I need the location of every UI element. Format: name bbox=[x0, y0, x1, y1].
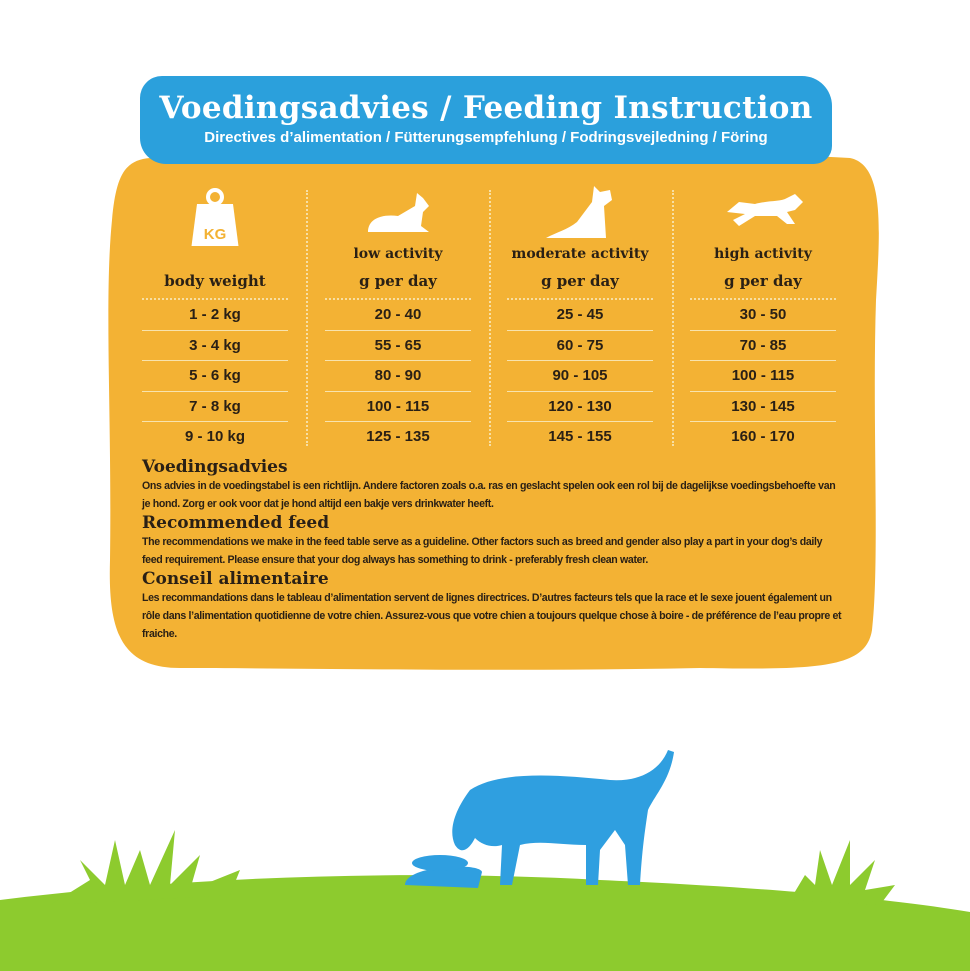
column-body-weight: KG body weight 1 - 2 kg 3 - 4 kg 5 - 6 k… bbox=[142, 186, 288, 452]
column-divider bbox=[306, 190, 308, 446]
table-cell: 60 - 75 bbox=[507, 331, 653, 361]
column-subheader: g per day bbox=[507, 272, 653, 300]
column-subheader: g per day bbox=[325, 272, 471, 300]
table-cell: 25 - 45 bbox=[507, 300, 653, 331]
table-cell: 55 - 65 bbox=[325, 331, 471, 361]
food-bowl-icon bbox=[405, 866, 482, 888]
table-cell: 3 - 4 kg bbox=[142, 331, 288, 361]
page-subtitle: Directives d’alimentation / Fütterungsem… bbox=[204, 129, 768, 146]
section-heading-dutch: Voedingsadvies bbox=[142, 457, 288, 477]
grass-tuft-right bbox=[790, 840, 895, 905]
running-dog-icon bbox=[690, 186, 836, 236]
section-body-english: The recommendations we make in the feed … bbox=[142, 536, 823, 566]
table-cell: 9 - 10 kg bbox=[184, 428, 246, 445]
kg-label: KG bbox=[204, 226, 227, 243]
dog-eating-icon bbox=[405, 750, 674, 888]
column-divider bbox=[672, 190, 674, 446]
column-subheader: body weight bbox=[142, 272, 288, 300]
table-cell: 100 - 115 bbox=[690, 361, 836, 392]
sitting-dog-icon bbox=[507, 186, 653, 238]
table-cell: 125 - 135 bbox=[366, 428, 430, 445]
table-cell: 160 - 170 bbox=[731, 428, 795, 445]
title-banner: Voedingsadvies / Feeding Instruction Dir… bbox=[140, 76, 832, 164]
column-divider bbox=[489, 190, 491, 446]
table-cell: 145 - 155 bbox=[548, 428, 612, 445]
table-cell: 5 - 6 kg bbox=[142, 361, 288, 392]
page-title: Voedingsadvies / Feeding Instruction bbox=[159, 90, 813, 126]
grass-tuft-left bbox=[50, 830, 240, 905]
table-cell: 70 - 85 bbox=[690, 331, 836, 361]
column-header: high activity bbox=[714, 246, 812, 262]
column-header: moderate activity bbox=[511, 246, 649, 262]
column-header: low activity bbox=[353, 246, 443, 262]
table-cell: 80 - 90 bbox=[325, 361, 471, 392]
column-header bbox=[142, 246, 288, 264]
section-body-dutch: Ons advies in de voedingstabel is een ri… bbox=[142, 480, 836, 510]
kg-weight-icon: KG bbox=[142, 186, 288, 246]
table-cell: 130 - 145 bbox=[690, 392, 836, 422]
section-heading-english: Recommended feed bbox=[142, 513, 330, 533]
table-cell: 7 - 8 kg bbox=[142, 392, 288, 422]
section-body-french: Les recommandations dans le tableau d’al… bbox=[142, 592, 842, 640]
column-high-activity: high activity g per day 30 - 50 70 - 85 … bbox=[690, 186, 836, 452]
orange-card bbox=[108, 147, 879, 670]
table-cell: 1 - 2 kg bbox=[142, 300, 288, 331]
column-low-activity: low activity g per day 20 - 40 55 - 65 8… bbox=[325, 186, 471, 452]
lying-dog-icon bbox=[325, 186, 471, 236]
table-cell: 120 - 130 bbox=[507, 392, 653, 422]
table-cell: 90 - 105 bbox=[507, 361, 653, 392]
column-subheader: g per day bbox=[690, 272, 836, 300]
section-heading-french: Conseil alimentaire bbox=[142, 569, 329, 589]
table-cell: 100 - 115 bbox=[325, 392, 471, 422]
advice-text: Voedingsadvies Ons advies in de voedings… bbox=[142, 457, 842, 643]
column-moderate-activity: moderate activity g per day 25 - 45 60 -… bbox=[507, 186, 653, 452]
table-cell: 30 - 50 bbox=[690, 300, 836, 331]
table-cell: 20 - 40 bbox=[325, 300, 471, 331]
grass-ground bbox=[0, 875, 970, 971]
